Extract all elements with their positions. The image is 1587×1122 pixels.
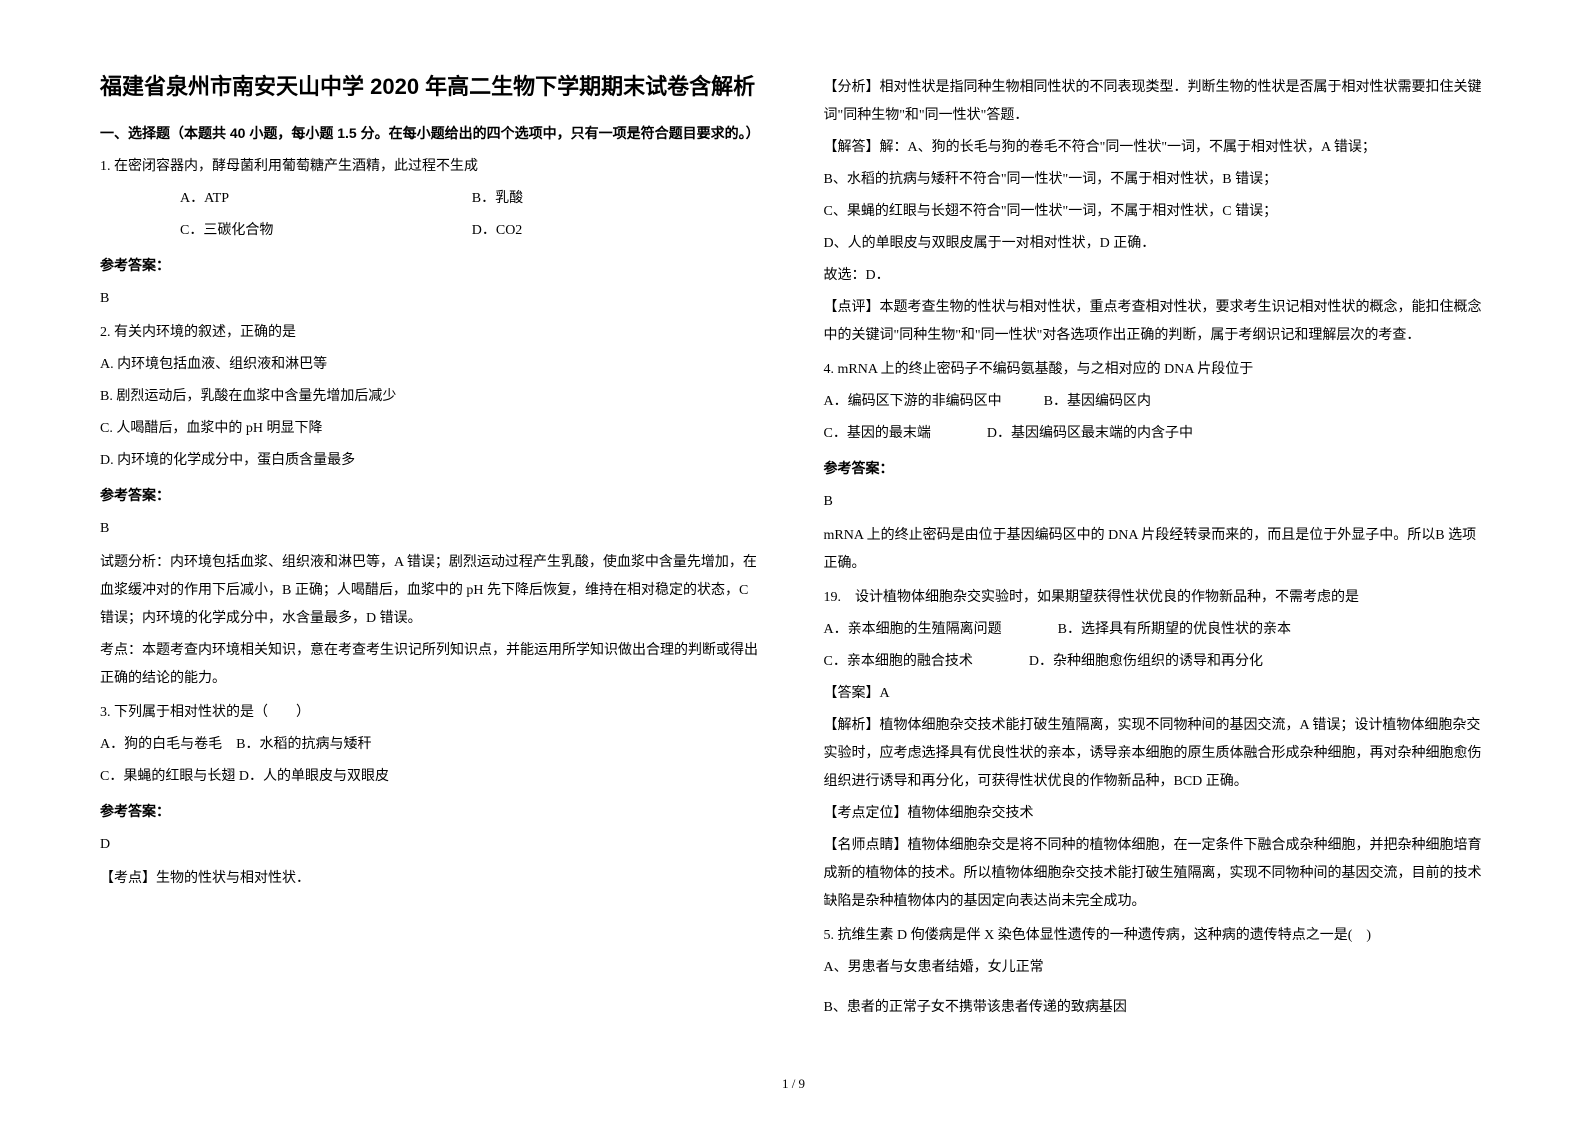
q3-opts-cd: C．果蝇的红眼与长翅 D．人的单眼皮与双眼皮 — [100, 763, 764, 791]
q2-analysis-2: 考点：本题考查内环境相关知识，意在考查考生识记所列知识点，并能运用所学知识做出合… — [100, 637, 764, 693]
q3-point: 【考点】生物的性状与相对性状． — [100, 865, 764, 893]
q1-options-row-2: C．三碳化合物 D．CO2 — [100, 217, 764, 245]
q19-tip: 【名师点睛】植物体细胞杂交是将不同种的植物体细胞，在一定条件下融合成杂种细胞，并… — [824, 832, 1488, 916]
doc-title: 福建省泉州市南安天山中学 2020 年高二生物下学期期末试卷含解析 — [100, 70, 764, 103]
q2-opt-c: C. 人喝醋后，血浆中的 pH 明显下降 — [100, 415, 764, 443]
q2-answer: B — [100, 515, 764, 543]
q4-answer: B — [824, 488, 1488, 516]
q3-solve-b: B、水稻的抗病与矮秆不符合"同一性状"一词，不属于相对性状，B 错误； — [824, 166, 1488, 194]
q2-opt-a: A. 内环境包括血液、组织液和淋巴等 — [100, 351, 764, 379]
q19-analysis: 【解析】植物体细胞杂交技术能打破生殖隔离，实现不同物种间的基因交流，A 错误；设… — [824, 712, 1488, 796]
q1-stem: 1. 在密闭容器内，酵母菌利用葡萄糖产生酒精，此过程不生成 — [100, 153, 764, 181]
page-container: 福建省泉州市南安天山中学 2020 年高二生物下学期期末试卷含解析 一、选择题（… — [100, 70, 1487, 1050]
q3-analysis: 【分析】相对性状是指同种生物相同性状的不同表现类型．判断生物的性状是否属于相对性… — [824, 74, 1488, 130]
q3-comment: 【点评】本题考查生物的性状与相对性状，重点考查相对性状，要求考生识记相对性状的概… — [824, 294, 1488, 350]
q1-answer-label: 参考答案： — [100, 251, 764, 279]
q1-opt-a: A．ATP — [180, 185, 472, 213]
q2-opt-d: D. 内环境的化学成分中，蛋白质含量最多 — [100, 447, 764, 475]
q4-opts-cd: C．基因的最末端 D．基因编码区最末端的内含子中 — [824, 420, 1488, 448]
q1-opt-d: D．CO2 — [472, 217, 764, 245]
q3-solve-a: 【解答】解：A、狗的长毛与狗的卷毛不符合"同一性状"一词，不属于相对性状，A 错… — [824, 134, 1488, 162]
q19-opts-ab: A．亲本细胞的生殖隔离问题 B．选择具有所期望的优良性状的亲本 — [824, 616, 1488, 644]
q1-options-row-1: A．ATP B．乳酸 — [100, 185, 764, 213]
q3-answer: D — [100, 831, 764, 859]
left-column: 福建省泉州市南安天山中学 2020 年高二生物下学期期末试卷含解析 一、选择题（… — [100, 70, 764, 1050]
q3-choice: 故选：D． — [824, 262, 1488, 290]
q2-stem: 2. 有关内环境的叙述，正确的是 — [100, 319, 764, 347]
q5-stem: 5. 抗维生素 D 佝偻病是伴 X 染色体显性遗传的一种遗传病，这种病的遗传特点… — [824, 922, 1488, 950]
q2-answer-label: 参考答案： — [100, 481, 764, 509]
page-footer: 1 / 9 — [0, 1076, 1587, 1092]
q4-stem: 4. mRNA 上的终止密码子不编码氨基酸，与之相对应的 DNA 片段位于 — [824, 356, 1488, 384]
q3-solve-d: D、人的单眼皮与双眼皮属于一对相对性状，D 正确． — [824, 230, 1488, 258]
q3-solve-c: C、果蝇的红眼与长翅不符合"同一性状"一词，不属于相对性状，C 错误； — [824, 198, 1488, 226]
q5-opt-a: A、男患者与女患者结婚，女儿正常 — [824, 954, 1488, 982]
q19-opts-cd: C．亲本细胞的融合技术 D．杂种细胞愈伤组织的诱导和再分化 — [824, 648, 1488, 676]
q4-opts-ab: A．编码区下游的非编码区中 B．基因编码区内 — [824, 388, 1488, 416]
q3-answer-label: 参考答案： — [100, 797, 764, 825]
q4-analysis: mRNA 上的终止密码是由位于基因编码区中的 DNA 片段经转录而来的，而且是位… — [824, 522, 1488, 578]
q2-analysis-1: 试题分析：内环境包括血浆、组织液和淋巴等，A 错误；剧烈运动过程产生乳酸，使血浆… — [100, 549, 764, 633]
right-column: 【分析】相对性状是指同种生物相同性状的不同表现类型．判断生物的性状是否属于相对性… — [824, 70, 1488, 1050]
q5-opt-b: B、患者的正常子女不携带该患者传递的致病基因 — [824, 994, 1488, 1022]
q3-opts-ab: A．狗的白毛与卷毛 B．水稻的抗病与矮秆 — [100, 731, 764, 759]
q2-opt-b: B. 剧烈运动后，乳酸在血浆中含量先增加后减少 — [100, 383, 764, 411]
section-1-header: 一、选择题（本题共 40 小题，每小题 1.5 分。在每小题给出的四个选项中，只… — [100, 119, 764, 147]
q4-answer-label: 参考答案： — [824, 454, 1488, 482]
q1-answer: B — [100, 285, 764, 313]
q1-opt-c: C．三碳化合物 — [180, 217, 472, 245]
q1-opt-b: B．乳酸 — [472, 185, 764, 213]
q19-point: 【考点定位】植物体细胞杂交技术 — [824, 800, 1488, 828]
q3-stem: 3. 下列属于相对性状的是（ ） — [100, 699, 764, 727]
q19-answer: 【答案】A — [824, 680, 1488, 708]
q19-stem: 19. 设计植物体细胞杂交实验时，如果期望获得性状优良的作物新品种，不需考虑的是 — [824, 584, 1488, 612]
